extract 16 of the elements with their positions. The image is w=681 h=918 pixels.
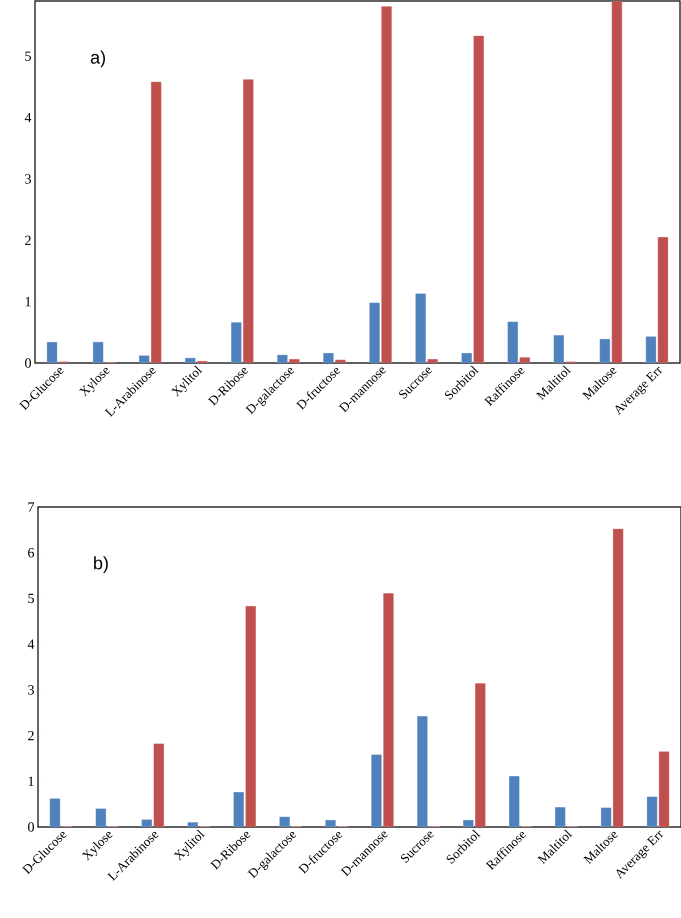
annotation: a) — [90, 50, 105, 68]
y-tick-label: 2 — [25, 236, 31, 245]
y-tick-label: 5 — [28, 594, 34, 604]
y-tick-label: 7 — [28, 502, 34, 512]
y-tick-label: 6 — [28, 548, 34, 558]
y-tick-label: 4 — [28, 640, 34, 649]
y-tick-label: 1 — [28, 776, 34, 786]
y-tick-label: 3 — [28, 685, 34, 695]
y-tick-label: 2 — [28, 730, 34, 740]
y-tick-label: 4 — [24, 112, 32, 122]
y-tick-label: 5 — [25, 52, 31, 61]
annotation: b) — [94, 556, 108, 573]
y-tick-label: 0 — [28, 822, 34, 832]
y-tick-label: 3 — [25, 174, 31, 184]
y-tick-label: 0 — [25, 358, 31, 368]
y-tick-label: 1 — [26, 297, 31, 306]
